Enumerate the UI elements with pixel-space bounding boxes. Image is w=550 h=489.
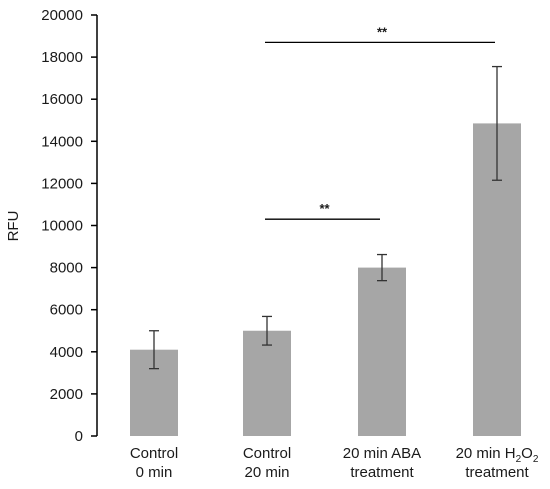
y-axis-title: RFU (5, 211, 22, 242)
category-label-part: O (521, 445, 533, 462)
y-tick-label: 4000 (50, 344, 83, 361)
significance-label: ** (319, 201, 330, 216)
y-tick-label: 20000 (41, 7, 83, 24)
y-tick-label: 10000 (41, 218, 83, 235)
category-label-subscript: 2 (533, 454, 539, 465)
category-labels: Control 0 min Control 20 min 20 min ABA treat… (130, 445, 539, 481)
significance-brackets: ** ** (265, 24, 495, 220)
error-bar (149, 330, 159, 370)
category-label: 20 min (244, 464, 289, 481)
error-bar (262, 315, 272, 346)
y-tick-label: 18000 (41, 49, 83, 66)
bars (130, 123, 521, 436)
y-tick-label: 6000 (50, 302, 83, 319)
y-tick-label: 14000 (41, 133, 83, 150)
bar (243, 330, 291, 436)
y-tick-label: 0 (75, 428, 83, 445)
category-label-subscript: 2 (516, 454, 522, 465)
error-bar (377, 253, 387, 282)
y-tick-label: 8000 (50, 260, 83, 277)
category-label: treatment (350, 464, 414, 481)
category-label: Control (130, 445, 178, 462)
category-label: Control (243, 445, 291, 462)
y-ticks: 0 2000 4000 6000 8000 10000 12000 14000 16000 180… (41, 7, 97, 445)
bar (358, 267, 406, 436)
category-label: treatment (465, 464, 529, 481)
significance-label: ** (377, 24, 388, 39)
error-bars (149, 65, 502, 370)
y-tick-label: 16000 (41, 91, 83, 108)
category-label: 20 min ABA (343, 445, 421, 462)
category-label-part: 20 min H (456, 445, 516, 462)
error-bar (492, 65, 502, 181)
category-label: 20 min H2O2 (456, 445, 539, 465)
y-tick-label: 2000 (50, 386, 83, 403)
category-label: 0 min (136, 464, 173, 481)
y-tick-label: 12000 (41, 175, 83, 192)
